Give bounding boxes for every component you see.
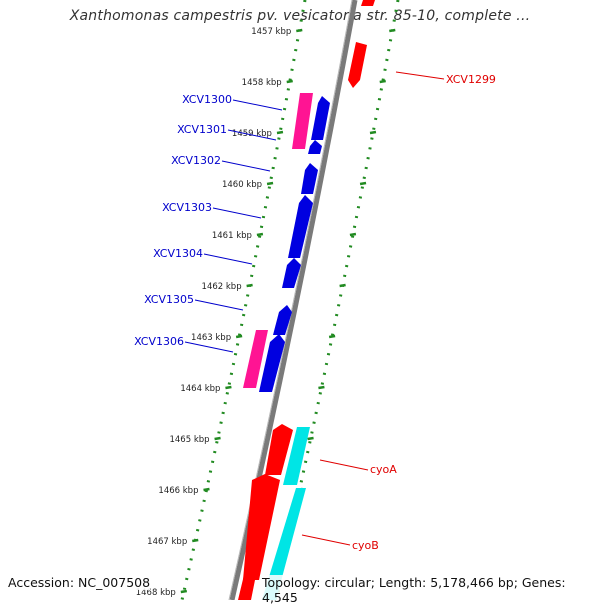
label-XCV1305: XCV1305 bbox=[144, 293, 194, 306]
outer-tick bbox=[359, 181, 367, 186]
leader-XCV1304 bbox=[203, 253, 253, 265]
inner-tick bbox=[256, 232, 264, 237]
tick-label: 1461 kbp bbox=[212, 231, 252, 241]
gene-XCV1301 bbox=[308, 140, 322, 154]
tick-label: 1460 kbp bbox=[222, 180, 262, 190]
tick-label: 1464 kbp bbox=[180, 384, 220, 394]
gene-XCV1304 bbox=[282, 258, 301, 288]
inner-tick bbox=[296, 28, 303, 33]
leader-XCV1300 bbox=[232, 99, 283, 111]
leader-XCV1299 bbox=[395, 71, 445, 80]
inner-tick bbox=[203, 487, 210, 492]
tick-label: 1468 kbp bbox=[136, 588, 176, 598]
tick-label: 1459 kbp bbox=[232, 129, 272, 139]
label-XCV1306: XCV1306 bbox=[134, 335, 184, 348]
label-XCV1303: XCV1303 bbox=[162, 201, 212, 214]
gene-XCV1302 bbox=[301, 163, 318, 194]
inner-tick-rail bbox=[180, 0, 307, 600]
backbone-highlight bbox=[228, 0, 353, 600]
gene-XCV1303 bbox=[288, 195, 313, 258]
label-XCV1301: XCV1301 bbox=[177, 123, 227, 136]
tick-label: 1462 kbp bbox=[202, 282, 242, 292]
accession-text: Accession: NC_007508 bbox=[8, 575, 151, 590]
gene-cyoA-cyan bbox=[283, 427, 310, 485]
label-XCV1299: XCV1299 bbox=[446, 73, 496, 86]
tick-label: 1467 kbp bbox=[147, 537, 187, 547]
leader-cyoA bbox=[319, 459, 369, 471]
gene-cyoB-cyan bbox=[262, 488, 306, 600]
outer-tick bbox=[318, 385, 325, 390]
tick-label: 1465 kbp bbox=[169, 435, 209, 445]
outer-tick bbox=[379, 79, 386, 84]
gene-labels: XCV1299 XCV1300 XCV1301 XCV1302 XCV1303 … bbox=[134, 73, 496, 552]
gene-XCV1300-left bbox=[292, 93, 313, 149]
leader-XCV1305 bbox=[194, 299, 244, 311]
leader-XCV1303 bbox=[212, 207, 262, 219]
inner-tick bbox=[214, 436, 221, 441]
inner-tick bbox=[286, 79, 293, 84]
inner-tick bbox=[180, 589, 188, 594]
label-XCV1302: XCV1302 bbox=[171, 154, 221, 167]
gene-top-red bbox=[361, 0, 375, 6]
label-cyoB: cyoB bbox=[352, 539, 379, 552]
tick-marks: 1457 kbp 1458 kbp 1459 kbp 1460 kbp 1461 kbp… bbox=[136, 27, 396, 598]
gene-XCV1305 bbox=[273, 305, 292, 335]
inner-tick bbox=[225, 385, 232, 390]
tick-label: 1466 kbp bbox=[158, 486, 198, 496]
label-XCV1300: XCV1300 bbox=[182, 93, 232, 106]
leader-XCV1301 bbox=[227, 129, 277, 141]
gene-cyoB-red bbox=[243, 474, 280, 580]
topology-text: Topology: circular; Length: 5,178,466 bp… bbox=[262, 575, 600, 605]
gene-cyoA-red bbox=[265, 424, 293, 475]
tick-label: 1457 kbp bbox=[251, 27, 291, 37]
leader-XCV1306 bbox=[184, 341, 234, 353]
gene-XCV1300 bbox=[311, 96, 330, 140]
gene-XCV1306-left bbox=[243, 330, 268, 388]
tick-label: 1458 kbp bbox=[242, 78, 282, 88]
gene-XCV1299 bbox=[348, 42, 367, 88]
inner-tick bbox=[235, 334, 243, 339]
gene-label-leaders bbox=[184, 71, 445, 546]
outer-tick bbox=[349, 232, 357, 237]
inner-tick bbox=[192, 538, 199, 543]
leader-XCV1302 bbox=[221, 160, 271, 172]
outer-tick bbox=[328, 334, 336, 339]
outer-tick bbox=[369, 130, 377, 135]
outer-tick bbox=[339, 283, 346, 288]
outer-tick bbox=[389, 28, 396, 33]
outer-tick bbox=[307, 436, 314, 441]
tick-label: 1463 kbp bbox=[191, 333, 231, 343]
inner-tick bbox=[266, 181, 274, 186]
leader-cyoB bbox=[301, 534, 351, 546]
inner-tick bbox=[276, 130, 284, 135]
map-title: Xanthomonas campestris pv. vesicatoria s… bbox=[69, 8, 531, 24]
label-cyoA: cyoA bbox=[370, 463, 397, 476]
inner-tick bbox=[246, 283, 253, 288]
gene-bottom-red bbox=[238, 575, 256, 600]
gene-features bbox=[238, 0, 375, 600]
gene-XCV1306 bbox=[259, 334, 285, 392]
label-XCV1304: XCV1304 bbox=[153, 247, 203, 260]
